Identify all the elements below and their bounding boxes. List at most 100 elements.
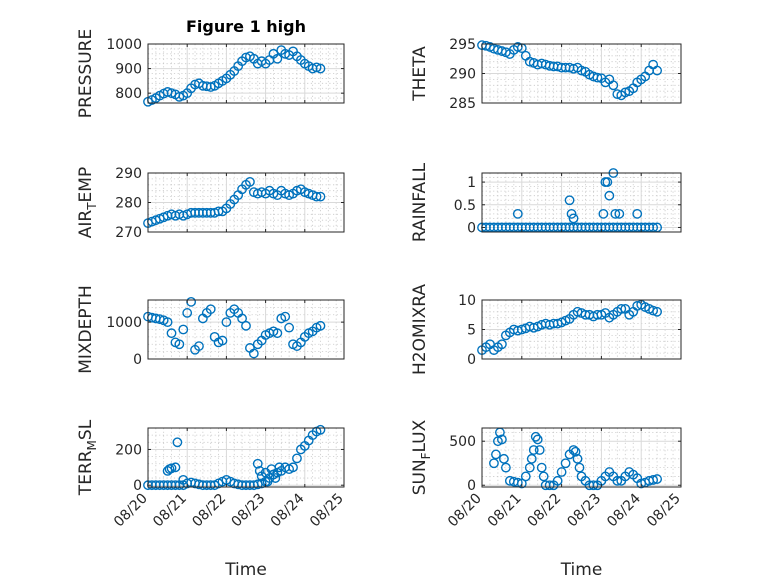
y-tick-label: 0 <box>133 352 142 368</box>
data-point <box>500 462 511 473</box>
data-point <box>648 305 659 316</box>
axes-6: 0 5 10 H2OMIXRA <box>410 284 682 375</box>
data-point <box>248 348 259 359</box>
data-point <box>564 195 575 206</box>
data-point <box>205 304 216 315</box>
data-point <box>528 445 539 455</box>
y-tick-label: 0.5 <box>454 198 476 214</box>
data-point <box>616 303 627 314</box>
data-point <box>241 320 251 331</box>
data-point <box>221 317 232 328</box>
data-point <box>166 88 177 99</box>
y-axis-label-part: AIR <box>76 210 96 239</box>
data-point <box>280 311 291 322</box>
data-point <box>252 458 263 469</box>
data-point <box>182 308 193 318</box>
axes-title: Figure 1 high <box>186 17 306 36</box>
y-tick-label: 0 <box>467 220 476 236</box>
y-axis-label-subscript: T <box>85 202 99 211</box>
data-point <box>178 474 189 485</box>
data-point <box>166 328 177 339</box>
data-point <box>315 63 326 74</box>
y-axis-label-part: SL <box>76 419 96 440</box>
y-tick-label: 900 <box>115 62 142 78</box>
data-point <box>530 431 541 442</box>
data-point <box>604 190 615 201</box>
y-axis-label-part: TERR <box>76 450 96 496</box>
data-point <box>512 208 523 219</box>
data-point <box>532 434 543 445</box>
y-tick-label: 200 <box>115 442 142 458</box>
axes-border <box>481 172 682 233</box>
data-point <box>608 80 619 91</box>
y-tick-label: 295 <box>449 37 476 53</box>
y-axis-label: H2OMIXRA <box>410 284 430 375</box>
y-axis-label: RAINFALL <box>410 162 430 242</box>
y-axis-label-part: EMP <box>76 167 96 203</box>
y-tick-label: 0 <box>133 478 142 494</box>
data-point <box>612 475 623 486</box>
data-point <box>288 462 298 473</box>
y-axis-label: SUNFLUX <box>410 419 433 495</box>
y-axis-label-subscript: F <box>419 452 433 459</box>
y-tick-label: 500 <box>449 434 476 450</box>
y-tick-label: 1000 <box>106 37 142 53</box>
y-tick-label: 10 <box>458 293 476 309</box>
y-tick-label: 290 <box>449 67 476 83</box>
data-point <box>566 208 577 219</box>
data-point <box>556 467 567 477</box>
data-point <box>568 445 579 455</box>
axes-background <box>481 172 682 233</box>
data-point <box>270 473 281 483</box>
data-point <box>534 445 545 455</box>
y-axis-label: PRESSURE <box>76 29 96 118</box>
y-axis-label: MIXDEPTH <box>76 285 96 374</box>
axes-1: 800 900 1000 PRESSURE Figure 1 high <box>76 17 345 118</box>
data-point <box>610 208 621 219</box>
y-tick-label: 0 <box>467 352 476 368</box>
x-axis-label: Time <box>224 560 267 580</box>
axes-5: 0 1000 MIXDEPTH <box>76 285 345 374</box>
y-tick-label: 1000 <box>106 315 142 331</box>
data-point <box>524 462 535 473</box>
data-point <box>172 437 183 448</box>
data-point <box>552 475 563 486</box>
data-point <box>520 471 531 482</box>
axes-4: 0 0.5 1 RAINFALL <box>410 162 682 242</box>
data-point <box>166 463 177 474</box>
y-tick-label: 1 <box>467 175 476 191</box>
data-point <box>274 462 285 473</box>
data-point <box>311 191 322 202</box>
data-point <box>568 213 579 224</box>
data-point <box>538 471 549 482</box>
data-point <box>496 434 507 445</box>
data-point <box>598 208 609 219</box>
y-tick-label: 270 <box>115 225 142 241</box>
axes-2: 285 290 295 THETA <box>410 37 682 112</box>
data-point <box>496 339 507 350</box>
data-point <box>632 208 643 219</box>
data-point <box>174 339 185 350</box>
axes-border <box>147 43 345 104</box>
data-point <box>576 65 587 76</box>
data-point <box>536 462 547 473</box>
y-axis-label-part: LUX <box>410 419 430 452</box>
y-axis-label-subscript: M <box>85 440 99 450</box>
data-point <box>489 458 499 469</box>
data-point <box>178 324 189 335</box>
data-point <box>205 82 216 92</box>
axes-border <box>147 427 345 488</box>
y-tick-label: 285 <box>449 96 476 112</box>
data-point <box>588 480 599 491</box>
data-point <box>272 53 283 64</box>
data-point <box>572 453 583 464</box>
y-axis-label: THETA <box>410 46 430 102</box>
y-tick-label: 800 <box>115 86 142 102</box>
data-point <box>315 320 326 331</box>
y-tick-label: 0 <box>467 478 476 494</box>
y-axis-label: TERRMSL <box>76 419 99 496</box>
data-point <box>194 341 204 351</box>
axes-3: 270 280 290 AIRTEMP <box>76 166 345 241</box>
data-point <box>292 453 302 464</box>
